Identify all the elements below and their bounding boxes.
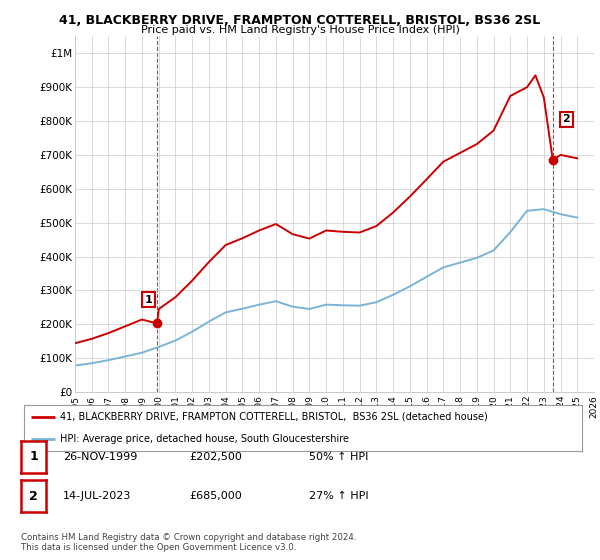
Text: 27% ↑ HPI: 27% ↑ HPI: [309, 491, 368, 501]
Text: HPI: Average price, detached house, South Gloucestershire: HPI: Average price, detached house, Sout…: [60, 434, 349, 444]
Text: £685,000: £685,000: [189, 491, 242, 501]
Text: 26-NOV-1999: 26-NOV-1999: [63, 452, 137, 462]
Text: Contains HM Land Registry data © Crown copyright and database right 2024.: Contains HM Land Registry data © Crown c…: [21, 533, 356, 542]
Text: 50% ↑ HPI: 50% ↑ HPI: [309, 452, 368, 462]
Text: 2: 2: [29, 489, 38, 503]
Text: 41, BLACKBERRY DRIVE, FRAMPTON COTTERELL, BRISTOL,  BS36 2SL (detached house): 41, BLACKBERRY DRIVE, FRAMPTON COTTERELL…: [60, 412, 488, 422]
Text: 1: 1: [145, 295, 152, 305]
Text: £202,500: £202,500: [189, 452, 242, 462]
Text: 2: 2: [562, 114, 570, 124]
Text: This data is licensed under the Open Government Licence v3.0.: This data is licensed under the Open Gov…: [21, 543, 296, 552]
Text: 1: 1: [29, 450, 38, 464]
Text: 14-JUL-2023: 14-JUL-2023: [63, 491, 131, 501]
Text: 41, BLACKBERRY DRIVE, FRAMPTON COTTERELL, BRISTOL, BS36 2SL: 41, BLACKBERRY DRIVE, FRAMPTON COTTERELL…: [59, 14, 541, 27]
Text: Price paid vs. HM Land Registry's House Price Index (HPI): Price paid vs. HM Land Registry's House …: [140, 25, 460, 35]
